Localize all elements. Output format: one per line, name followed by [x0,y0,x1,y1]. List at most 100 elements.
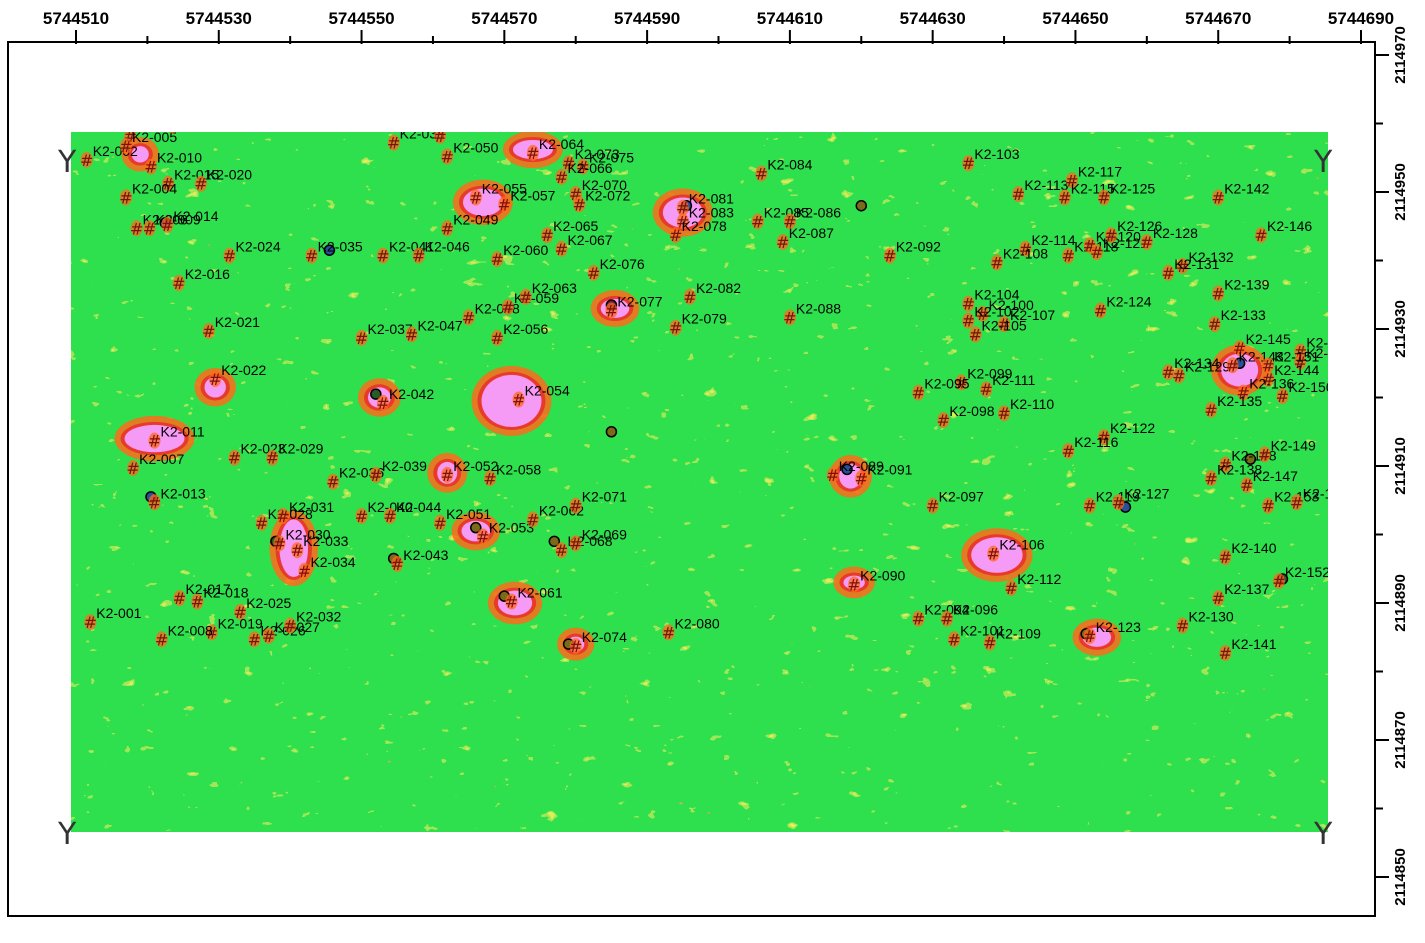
sample-point-icon: # [202,322,215,341]
sample-point-icon: # [669,319,682,338]
sample-point-icon: # [573,195,586,214]
sample-point-label: K2-103 [974,146,1019,162]
sample-point-label: K2-146 [1267,218,1312,234]
sample-point-icon: # [228,449,241,468]
sample-point-label: K2-128 [1153,225,1198,241]
sample-point-icon: # [1204,401,1217,420]
sample-point-label: K2-055 [482,180,527,196]
sample-point-icon: # [172,274,185,293]
point-hotspot [191,593,204,610]
sample-point-icon: # [376,394,389,413]
sample-point-icon: # [1204,469,1217,488]
sample-point-label: K2-007 [139,451,184,467]
point-hotspot [912,384,925,401]
sample-point-icon: # [569,534,582,553]
sample-point-icon: # [1219,548,1232,567]
point-hotspot [855,470,868,487]
point-hotspot [255,514,268,531]
point-hotspot [355,507,368,524]
sample-point-icon: # [441,219,454,238]
sample-point-label: K2-150 [1288,379,1333,395]
point-hotspot [155,631,168,648]
sample-point-icon: # [80,151,93,170]
sample-point-label: K2-129 [1185,359,1230,375]
sample-point-icon: # [469,188,482,207]
sample-point-icon: # [462,308,475,327]
point-hotspot [391,555,404,572]
sample-point-icon: # [405,325,418,344]
sample-point-icon: # [155,630,168,649]
point-hotspot [277,507,290,524]
point-hotspot [1276,388,1289,405]
sample-point-label: K2-152 [1285,564,1330,580]
sample-point-icon: # [433,514,446,533]
point-hotspot [491,329,504,346]
sample-point-label: K2-058 [496,461,541,477]
point-hotspot [209,370,222,387]
sample-point-icon: # [143,219,156,238]
sample-point-icon: # [997,315,1010,334]
well-marker-icon [470,521,482,534]
point-hotspot [298,562,311,579]
sample-point-icon: # [490,250,503,269]
sample-point-icon: # [1012,185,1025,204]
sample-point-label: K2-077 [617,293,662,309]
point-hotspot [1272,573,1285,590]
point-hotspot [501,299,514,316]
sample-point-icon: # [205,623,218,642]
sample-point-icon: # [1083,627,1096,646]
sample-point-label: K2-126 [1117,218,1162,234]
point-hotspot [998,405,1011,422]
y-tick-label: 2114950 [1392,163,1409,221]
point-hotspot [369,466,382,483]
point-hotspot [1005,579,1018,596]
point-hotspot [683,288,696,305]
point-hotspot [291,542,304,559]
sample-point-label: K2-101 [960,622,1005,638]
sample-point-label: K2-131 [1174,256,1219,272]
sample-point-label: K2-042 [389,386,434,402]
x-tick-label: 5744590 [614,9,680,28]
sample-point-icon: # [955,373,968,392]
sample-point-label: K2-072 [585,187,630,203]
sample-point-icon: # [161,216,174,235]
sample-point-icon: # [412,247,425,266]
sample-point-icon: # [209,370,222,389]
sample-point-label: K2-098 [949,403,994,419]
point-hotspot [1090,244,1103,261]
well-marker-icon [841,463,853,476]
sample-point-label: K2-159 [1371,228,1416,244]
sample-point-icon: # [476,528,489,547]
sample-point-icon: # [519,288,532,307]
sample-point-label: K2-124 [1106,293,1151,309]
x-tick-label: 5744690 [1328,9,1394,28]
x-tick-label: 5744670 [1185,9,1251,28]
sample-point-icon: # [441,147,454,166]
point-hotspot [205,624,218,641]
point-hotspot [569,638,582,655]
sample-point-icon: # [926,497,939,516]
point-hotspot [1219,549,1232,566]
sample-point-label: K2-040 [368,499,413,515]
y-tick-label: 2114870 [1392,711,1409,769]
point-hotspot [119,189,132,206]
point-hotspot [1212,590,1225,607]
point-hotspot [1094,302,1107,319]
point-hotspot [476,528,489,545]
sample-point-icon: # [1258,445,1271,464]
point-hotspot [1212,285,1225,302]
point-hotspot [405,326,418,343]
point-hotspot [355,329,368,346]
sample-point-icon: # [383,507,396,526]
sample-point-icon: # [161,175,174,194]
sample-point-label: K2-082 [696,280,741,296]
sample-point-label: K2-038 [400,126,445,142]
sample-point-icon: # [969,325,982,344]
sample-point-icon: # [355,329,368,348]
sample-point-icon: # [987,545,1000,564]
sample-point-label: K2-051 [446,506,491,522]
sample-point-label: K2-056 [503,321,548,337]
sample-point-icon: # [233,603,246,622]
point-hotspot [569,497,582,514]
sample-point-icon: # [569,637,582,656]
